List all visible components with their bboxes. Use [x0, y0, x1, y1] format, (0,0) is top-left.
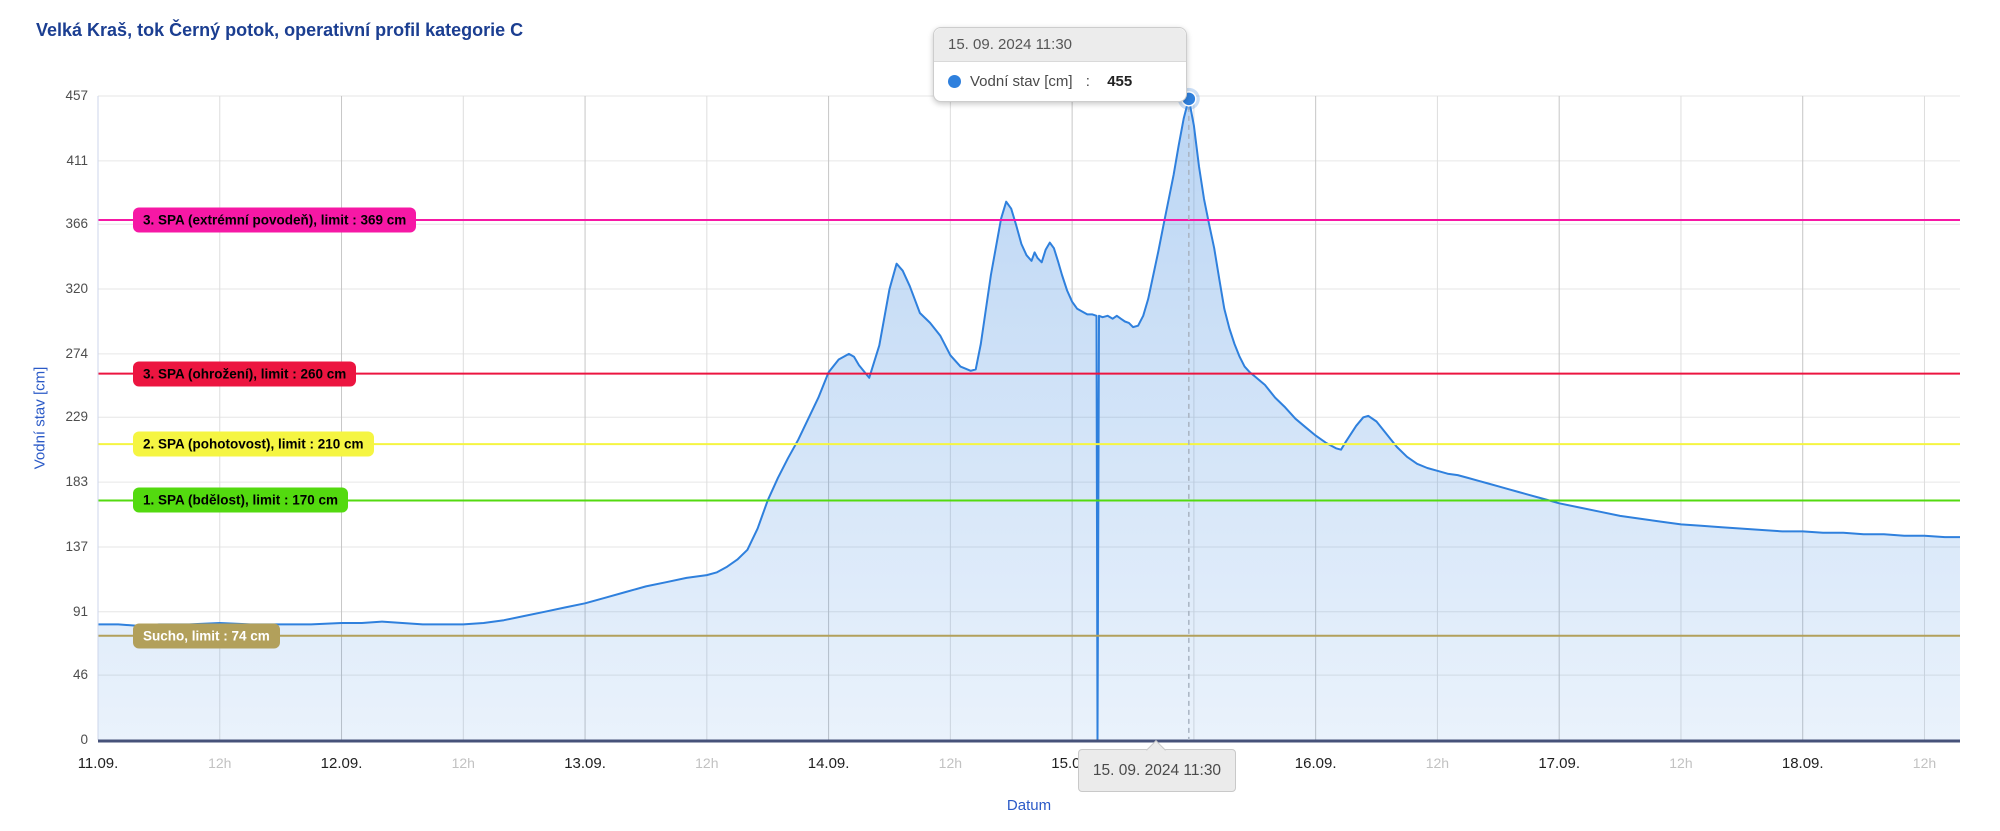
- y-tick-label: 229: [65, 409, 88, 425]
- y-tick-label: 366: [65, 216, 88, 232]
- x-tick-label: 12h: [1912, 755, 1937, 771]
- x-tick-label: 14.09.: [807, 755, 850, 772]
- series-marker-icon: [948, 75, 961, 88]
- x-tick-label: 12.09.: [320, 755, 363, 772]
- water-level-area[interactable]: [98, 98, 1960, 741]
- tooltip-value: 455: [1107, 73, 1133, 90]
- tooltip-datetime: 15. 09. 2024 11:30: [934, 28, 1186, 62]
- x-tick-label: 17.09.: [1538, 755, 1581, 772]
- tooltip-series-label: Vodní stav [cm]: [970, 73, 1073, 90]
- y-tick-label: 320: [65, 281, 88, 297]
- x-axis-title: Datum: [1006, 797, 1052, 814]
- threshold-pill: 3. SPA (extrémní povodeň), limit : 369 c…: [133, 207, 417, 233]
- chart-title: Velká Kraš, tok Černý potok, operativní …: [36, 20, 524, 40]
- tooltip-body: Vodní stav [cm] : 455: [934, 62, 1186, 101]
- x-tick-label: 16.09.: [1294, 755, 1337, 772]
- y-tick-label: 137: [65, 538, 88, 554]
- threshold-pill: 1. SPA (bdělost), limit : 170 cm: [133, 487, 349, 513]
- tooltip-separator: :: [1081, 73, 1099, 90]
- x-tick-label: 12h: [938, 755, 963, 771]
- axes: [97, 96, 1960, 743]
- x-tick-label: 12h: [695, 755, 719, 771]
- x-tick-label: 11.09.: [77, 755, 119, 772]
- crosshair-datetime: 15. 09. 2024 11:30: [1092, 762, 1222, 779]
- x-tick-label: 12h: [451, 755, 475, 771]
- threshold-pill: Sucho, limit : 74 cm: [133, 623, 280, 649]
- threshold-pill: 2. SPA (pohotovost), limit : 210 cm: [133, 431, 374, 457]
- y-tick-label: 457: [65, 88, 88, 103]
- y-tick-label: 183: [65, 474, 88, 490]
- threshold-pill: 3. SPA (ohrožení), limit : 260 cm: [133, 361, 357, 387]
- water-level-series[interactable]: [98, 97, 1960, 741]
- x-tick-label: 13.09.: [564, 755, 606, 772]
- tooltip: 15. 09. 2024 11:30 Vodní stav [cm] : 455: [933, 27, 1187, 102]
- water-level-line[interactable]: [98, 97, 1960, 741]
- y-tick-label: 0: [80, 732, 88, 747]
- y-tick-label: 411: [66, 152, 88, 168]
- y-tick-label: 91: [72, 603, 88, 619]
- x-tick-label: 18.09.: [1781, 755, 1824, 772]
- y-axis-title: Vodní stav [cm]: [31, 366, 49, 470]
- x-tick-label: 12h: [1669, 755, 1693, 771]
- crosshair-axis-label: 15. 09. 2024 11:30: [1078, 740, 1236, 792]
- x-tick-label: 12h: [208, 755, 232, 771]
- y-tick-label: 46: [72, 667, 88, 683]
- y-tick-label: 274: [65, 345, 88, 361]
- x-tick-label: 12h: [1425, 755, 1450, 771]
